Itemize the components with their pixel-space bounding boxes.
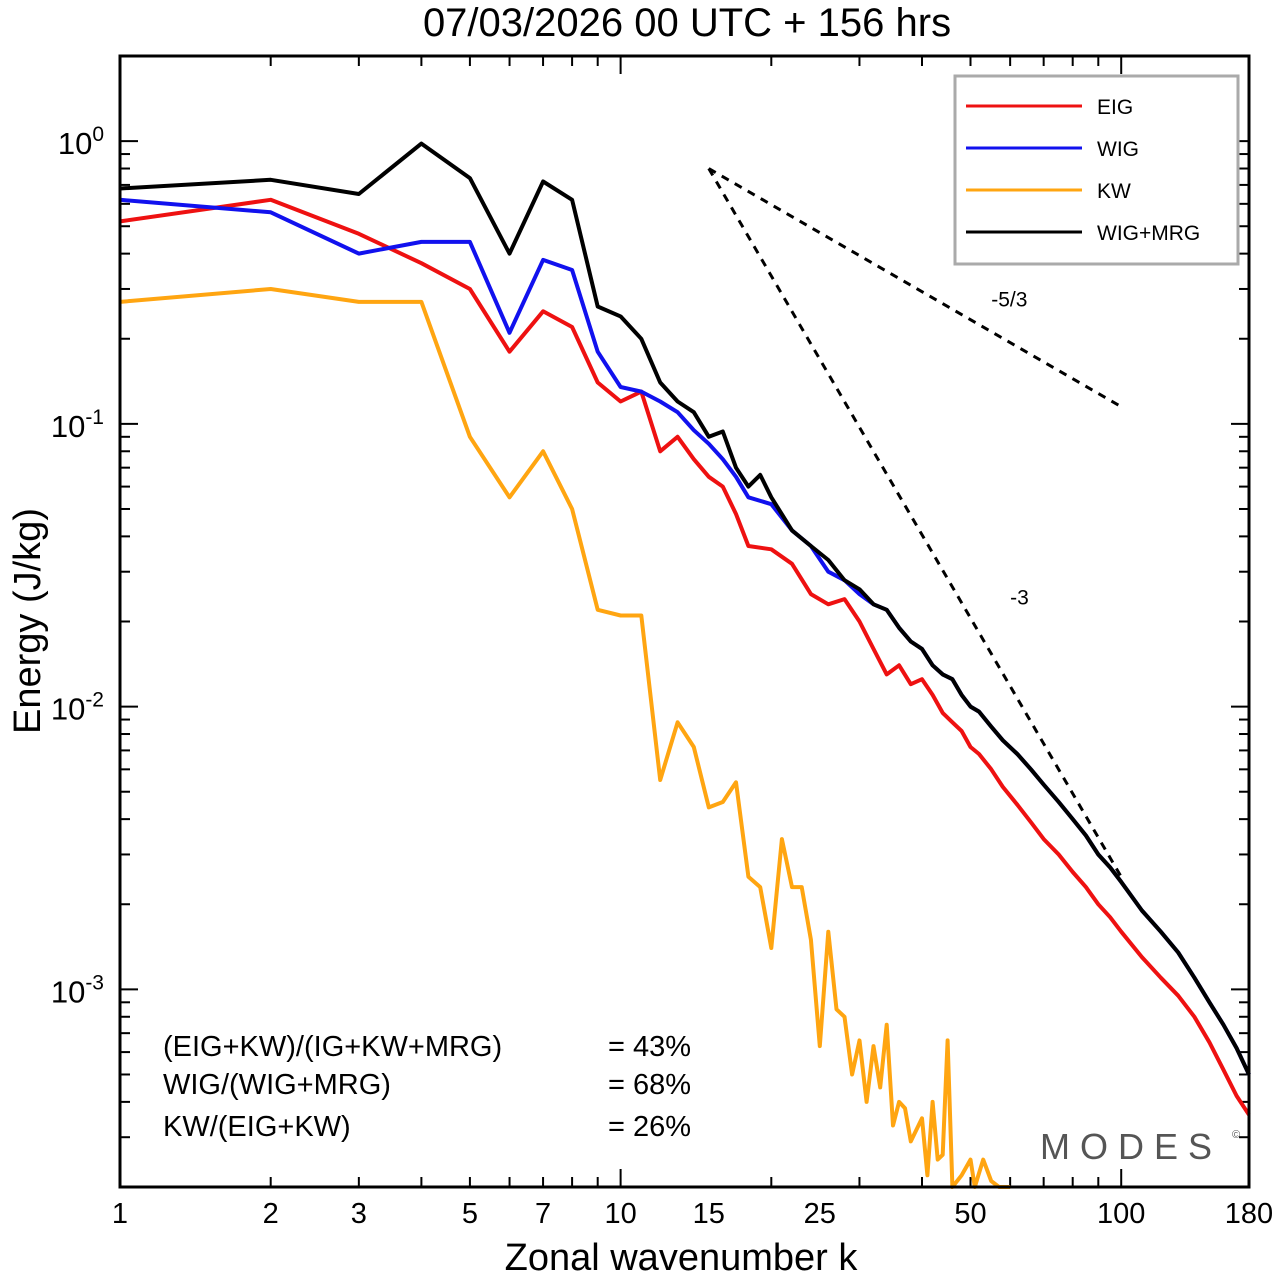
x-tick-label-50: 50 <box>954 1198 986 1230</box>
x-axis-label: Zonal wavenumber k <box>505 1237 859 1279</box>
ratio-value-wig: = 68% <box>608 1069 691 1101</box>
series-line-wig-mrg <box>119 141 1251 1076</box>
series-line-kw <box>119 287 1011 1189</box>
x-tick-label-7: 7 <box>535 1198 551 1230</box>
slope-line-0 <box>708 167 1122 409</box>
legend: EIG WIG KW WIG+MRG <box>953 74 1240 266</box>
ratio-value-kw: = 26% <box>608 1111 691 1143</box>
slope-label-1: -3 <box>1010 586 1029 609</box>
chart-title: 07/03/2026 00 UTC + 156 hrs <box>423 1 951 45</box>
modes-watermark: MODES <box>1040 1126 1222 1167</box>
slope-line-1 <box>707 167 1123 878</box>
ratio-label-eig-kw: (EIG+KW)/(IG+KW+MRG) <box>163 1031 502 1063</box>
ratio-label-kw: KW/(EIG+KW) <box>163 1111 351 1143</box>
ratio-value-eig-kw: = 43% <box>608 1031 691 1063</box>
x-tick-label-25: 25 <box>804 1198 836 1230</box>
reference-slopes: -5/3 -3 <box>707 167 1123 878</box>
series-line-eig <box>119 197 1251 1116</box>
y-tick-label-2: 10-2 <box>51 689 104 727</box>
x-tick-label-2: 2 <box>263 1198 279 1230</box>
legend-label-wig: WIG <box>1097 138 1139 161</box>
legend-label-eig: EIG <box>1097 96 1133 119</box>
x-tick-label-15: 15 <box>693 1198 725 1230</box>
ratio-annotations: (EIG+KW)/(IG+KW+MRG) = 43% WIG/(WIG+MRG)… <box>163 1031 691 1143</box>
y-tick-label-0: 100 <box>58 123 104 161</box>
x-tick-label-100: 100 <box>1097 1198 1145 1230</box>
y-tick-labels: 100 10-1 10-2 10-3 <box>51 123 104 1009</box>
x-tick-label-5: 5 <box>462 1198 478 1230</box>
plot-frame <box>118 54 1251 1189</box>
x-tick-label-10: 10 <box>604 1198 636 1230</box>
legend-label-wig-mrg: WIG+MRG <box>1097 222 1200 245</box>
x-tick-label-3: 3 <box>351 1198 367 1230</box>
series-layer <box>119 141 1251 1189</box>
slope-label-0: -5/3 <box>991 289 1027 312</box>
x-tick-label-180: 180 <box>1225 1198 1273 1230</box>
x-tick-labels: 1 2 3 5 7 10 15 25 50 100 180 <box>112 1198 1273 1230</box>
modes-copyright-mark: © <box>1232 1129 1240 1141</box>
y-axis-label: Energy (J/kg) <box>7 508 49 734</box>
y-tick-label-1: 10-1 <box>51 406 104 444</box>
ratio-label-wig: WIG/(WIG+MRG) <box>163 1069 391 1101</box>
axis-ticks <box>120 56 1249 1187</box>
x-tick-label-1: 1 <box>112 1198 128 1230</box>
legend-label-kw: KW <box>1097 180 1131 203</box>
y-tick-label-3: 10-3 <box>51 971 104 1009</box>
